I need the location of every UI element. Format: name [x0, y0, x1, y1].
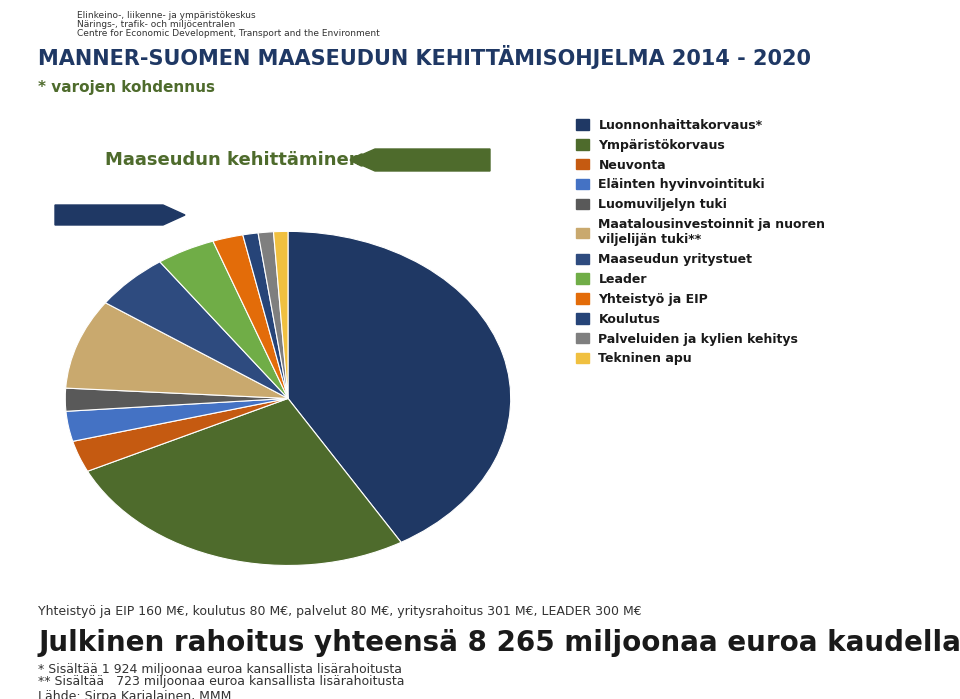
Text: Maaseudun kehittäminen: Maaseudun kehittäminen	[105, 151, 362, 169]
Wedge shape	[65, 388, 288, 411]
Wedge shape	[258, 232, 288, 398]
Wedge shape	[243, 233, 288, 398]
Wedge shape	[73, 398, 288, 471]
Wedge shape	[288, 231, 511, 542]
Text: * Sisältää 1 924 miljoonaa euroa kansallista lisärahoitusta: * Sisältää 1 924 miljoonaa euroa kansall…	[38, 663, 402, 676]
Wedge shape	[87, 398, 401, 565]
Text: Yhteistyö ja EIP 160 M€, koulutus 80 M€, palvelut 80 M€, yritysrahoitus 301 M€, : Yhteistyö ja EIP 160 M€, koulutus 80 M€,…	[38, 605, 642, 618]
Legend: Luonnonhaittakorvaus*, Ympäristökorvaus, Neuvonta, Eläinten hyvinvointituki, Luo: Luonnonhaittakorvaus*, Ympäristökorvaus,…	[576, 119, 826, 366]
Wedge shape	[65, 303, 288, 398]
FancyArrow shape	[55, 205, 185, 225]
Wedge shape	[106, 262, 288, 398]
Text: Närings-, trafik- och miljöcentralen: Närings-, trafik- och miljöcentralen	[77, 20, 235, 29]
Text: MANNER-SUOMEN MAASEUDUN KEHITTÄMISOHJELMA 2014 - 2020: MANNER-SUOMEN MAASEUDUN KEHITTÄMISOHJELM…	[38, 45, 811, 69]
Wedge shape	[160, 241, 288, 398]
Text: ** Sisältää   723 miljoonaa euroa kansallista lisärahoitusta: ** Sisältää 723 miljoonaa euroa kansalli…	[38, 675, 405, 689]
Wedge shape	[213, 235, 288, 398]
Text: Lähde: Sirpa Karjalainen, MMM: Lähde: Sirpa Karjalainen, MMM	[38, 690, 231, 699]
Text: Elinkeino-, liikenne- ja ympäristökeskus: Elinkeino-, liikenne- ja ympäristökeskus	[77, 11, 255, 20]
Wedge shape	[274, 231, 288, 398]
Text: * varojen kohdennus: * varojen kohdennus	[38, 80, 215, 95]
Wedge shape	[66, 398, 288, 441]
Text: Centre for Economic Development, Transport and the Environment: Centre for Economic Development, Transpo…	[77, 29, 379, 38]
FancyArrow shape	[350, 149, 490, 171]
Text: Julkinen rahoitus yhteensä 8 265 miljoonaa euroa kaudella: Julkinen rahoitus yhteensä 8 265 miljoon…	[38, 629, 960, 657]
